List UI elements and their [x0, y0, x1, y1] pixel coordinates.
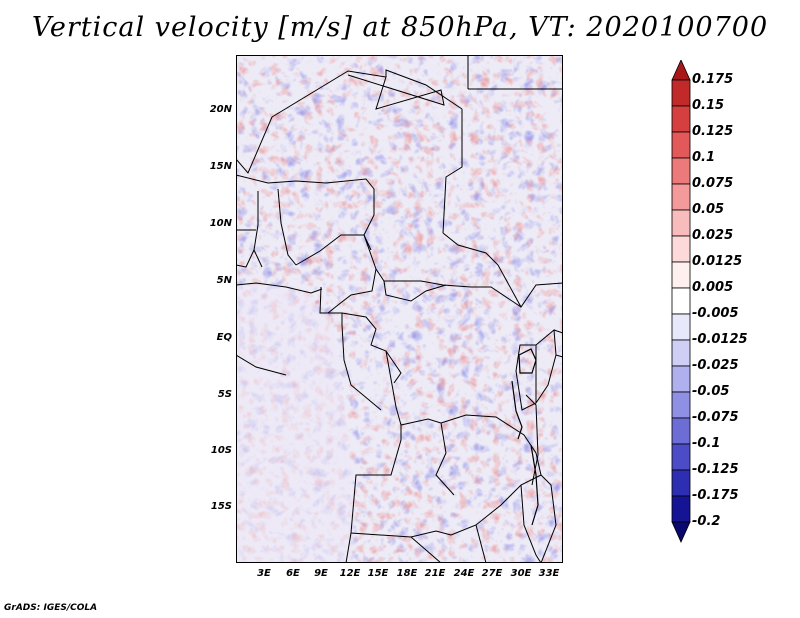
colorbar-label: -0.025 [692, 358, 739, 373]
colorbar-box [671, 79, 691, 107]
colorbar-box [671, 287, 691, 315]
x-tick: 21E [424, 568, 446, 579]
velocity-map [236, 55, 563, 563]
colorbar-arrow-top [671, 60, 691, 81]
colorbar-label: 0.125 [692, 124, 734, 139]
colorbar-box [671, 495, 691, 523]
x-tick: 27E [481, 568, 503, 579]
colorbar-label: -0.075 [692, 410, 739, 425]
colorbar-arrow-bottom [671, 521, 691, 543]
y-tick: 15S [210, 501, 232, 512]
lakes [511, 348, 539, 526]
colorbar-box [671, 391, 691, 419]
colorbar-box [671, 235, 691, 263]
colorbar-box [671, 157, 691, 185]
colorbar-box [671, 261, 691, 289]
x-tick: 3E [257, 568, 271, 579]
x-tick: 33E [538, 568, 560, 579]
colorbar-box [671, 313, 691, 341]
colorbar-label: -0.2 [692, 514, 721, 529]
colorbar-label: -0.125 [692, 462, 739, 477]
colorbar [671, 60, 691, 543]
x-tick: 24E [453, 568, 475, 579]
colorbar-box [671, 339, 691, 367]
x-tick: 15E [367, 568, 389, 579]
colorbar-label: 0.075 [692, 176, 734, 191]
colorbar-box [671, 365, 691, 393]
colorbar-box [671, 443, 691, 471]
colorbar-label: 0.05 [692, 202, 725, 217]
x-tick: 9E [314, 568, 328, 579]
colorbar-box [671, 131, 691, 159]
y-tick: 10N [209, 218, 232, 229]
x-tick: 12E [339, 568, 361, 579]
x-tick: 30E [510, 568, 532, 579]
colorbar-box [671, 417, 691, 445]
y-tick: 5S [217, 389, 232, 400]
colorbar-label: 0.175 [692, 72, 734, 87]
colorbar-label: -0.0125 [692, 332, 748, 347]
colorbar-label: 0.1 [692, 150, 716, 165]
colorbar-box [671, 183, 691, 211]
y-tick: 20N [209, 104, 232, 115]
colorbar-box [671, 469, 691, 497]
colorbar-label: -0.1 [692, 436, 721, 451]
credit-text: GrADS: IGES/COLA [4, 603, 98, 613]
colorbar-label: 0.005 [692, 280, 734, 295]
colorbar-label: 0.15 [692, 98, 725, 113]
x-tick: 18E [396, 568, 418, 579]
colorbar-box [671, 209, 691, 237]
y-tick: 5N [216, 275, 232, 286]
colorbar-label: 0.025 [692, 228, 734, 243]
colorbar-label: -0.175 [692, 488, 739, 503]
x-tick: 6E [286, 568, 300, 579]
y-tick: EQ [216, 332, 232, 343]
colorbar-label: -0.005 [692, 306, 739, 321]
colorbar-label: -0.05 [692, 384, 730, 399]
country-borders [236, 55, 563, 563]
y-tick: 15N [209, 161, 232, 172]
colorbar-label: 0.0125 [692, 254, 743, 269]
map-title: Vertical velocity [m/s] at 850hPa, VT: 2… [31, 12, 769, 43]
y-tick: 10S [210, 445, 232, 456]
colorbar-box [671, 105, 691, 133]
